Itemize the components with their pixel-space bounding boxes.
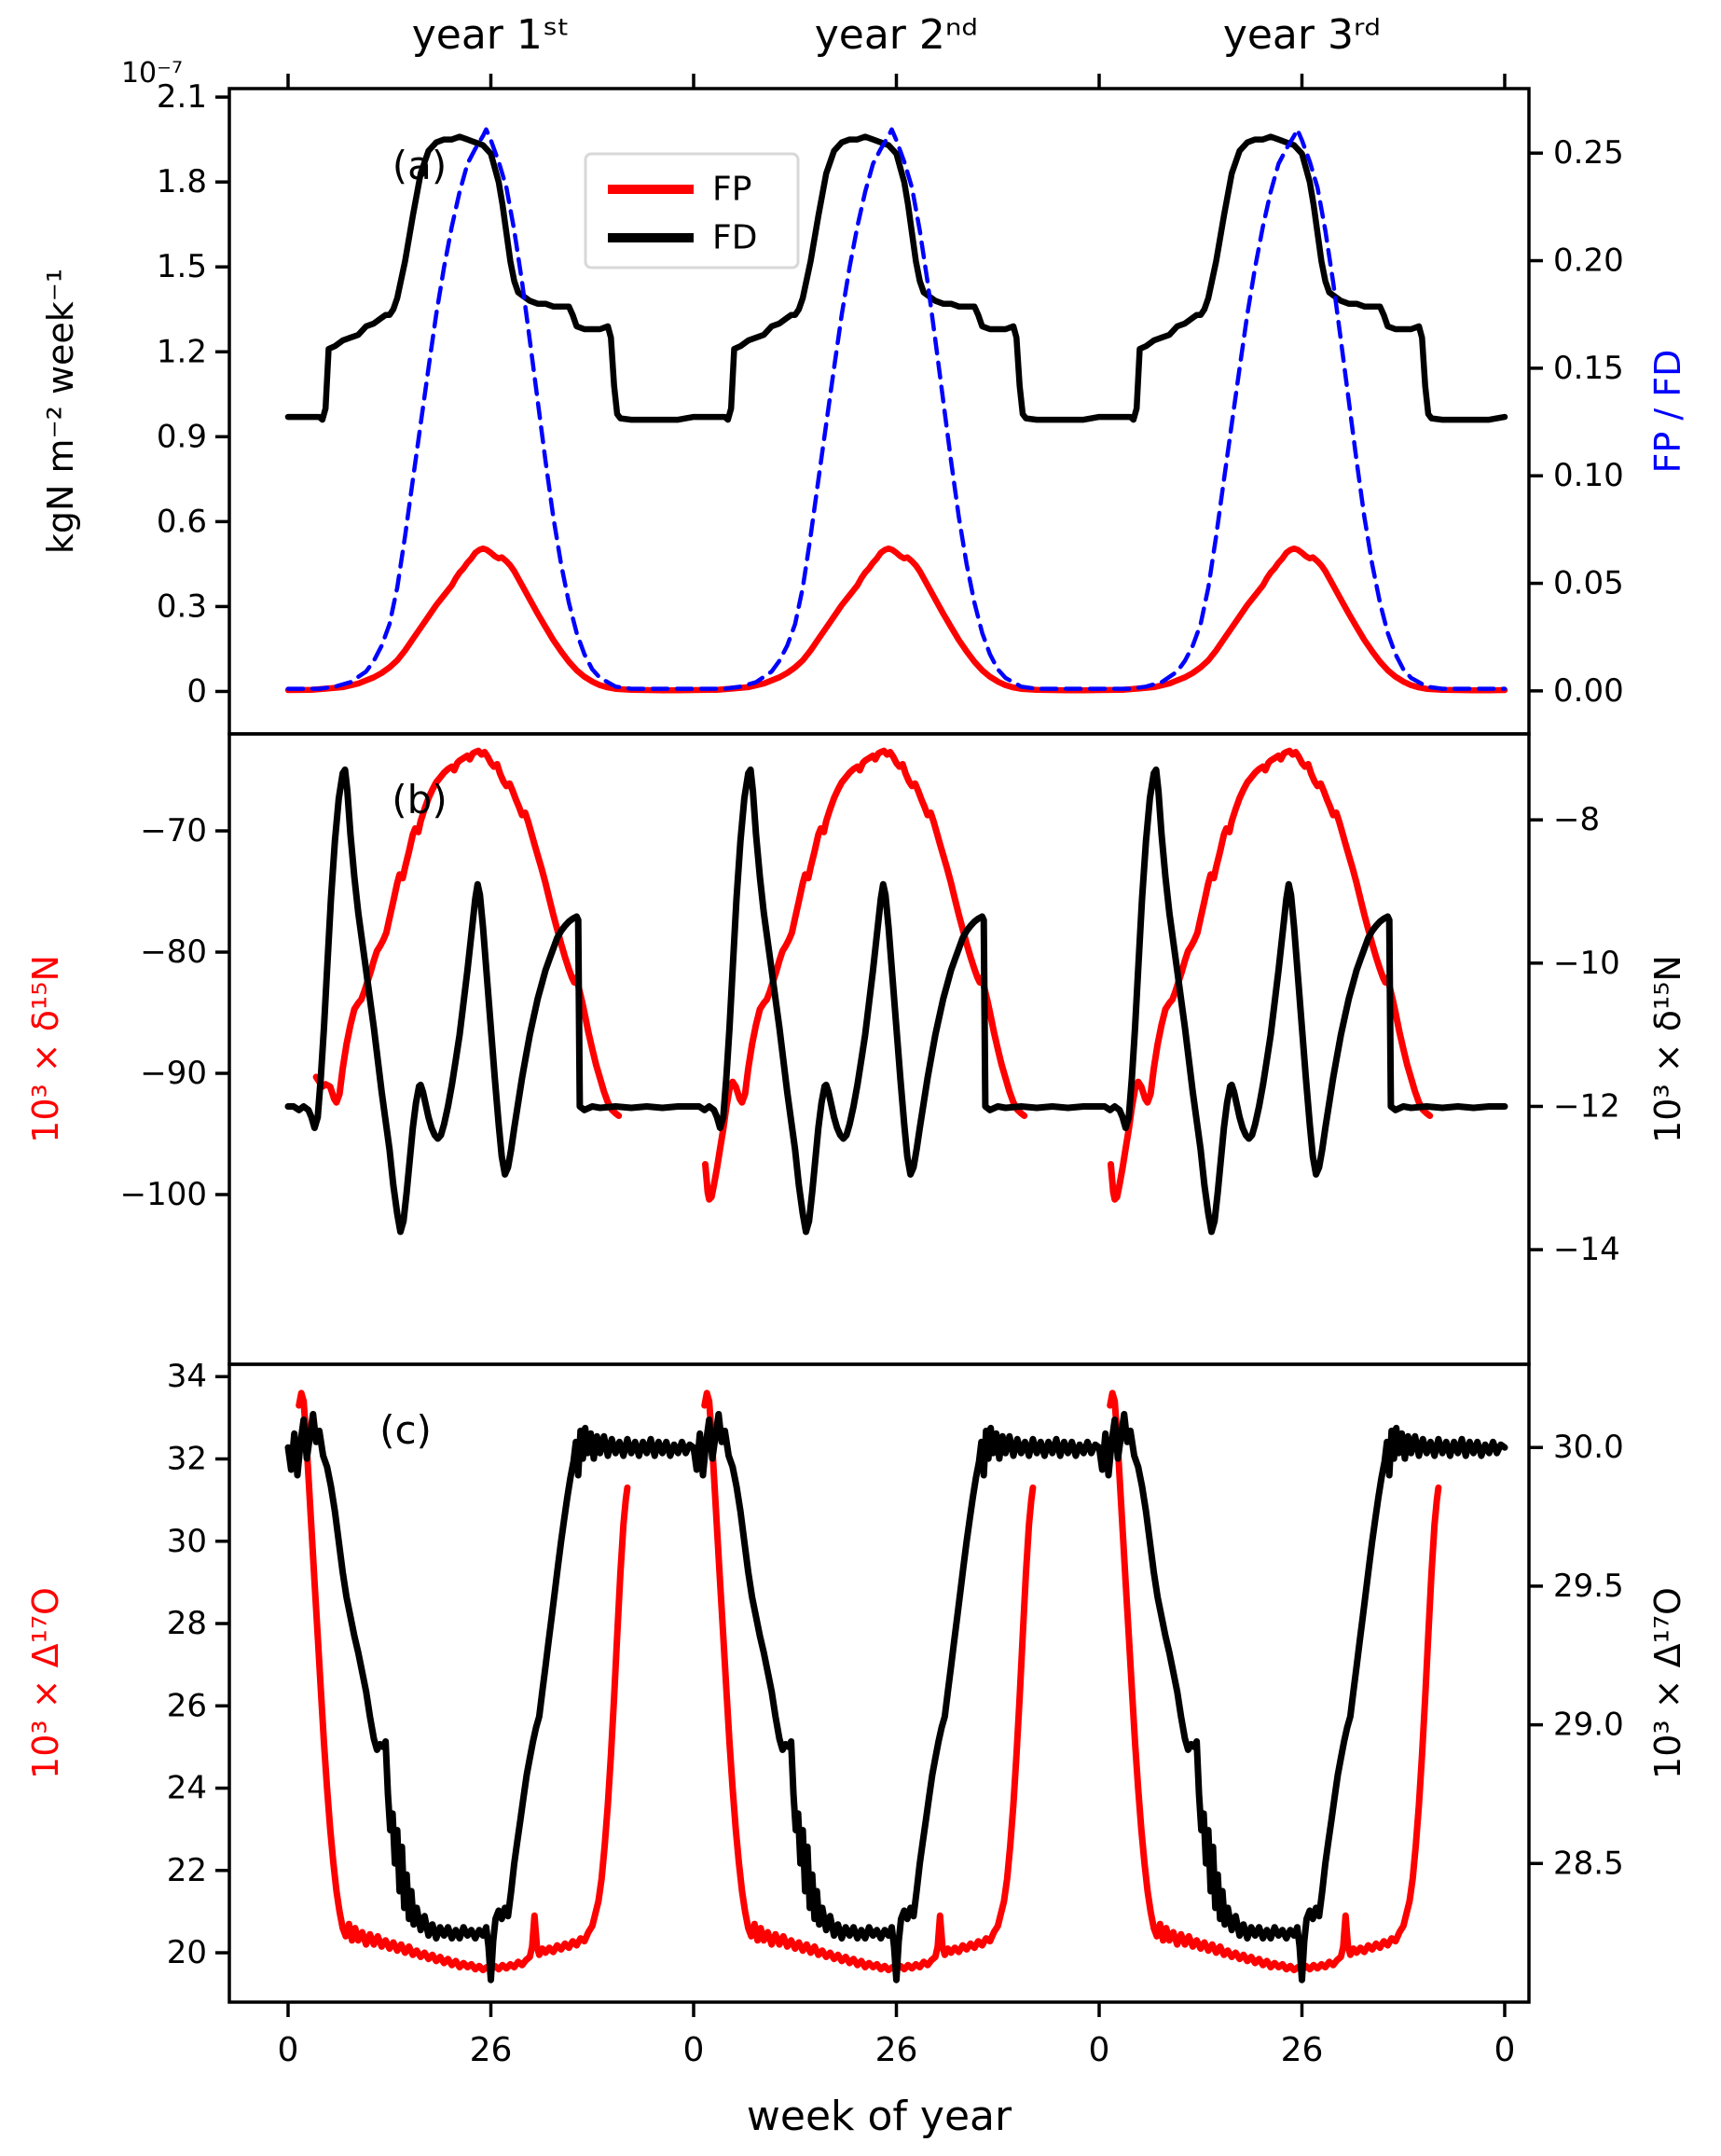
panel-c-right-tick-label: 29.0 [1553, 1707, 1624, 1744]
panel-b-right-tick-label: −8 [1553, 801, 1600, 838]
panel-c-left-tick-label: 20 [167, 1934, 207, 1971]
year-title-1: year 1ˢᵗ [412, 11, 571, 59]
panel-a-right-curve-fp-fd [285, 127, 1508, 691]
panel-b-right-tick-label: −14 [1553, 1231, 1620, 1268]
year-title-2: year 2ⁿᵈ [815, 11, 979, 59]
panel-c-right-tick-label: 29.5 [1553, 1568, 1624, 1605]
legend-label-fd: FD [712, 219, 757, 257]
panel-c-left-curve-delta17o-fp-year-1 [296, 1389, 631, 1974]
axis-offset-text: 10⁻⁷ [121, 57, 183, 90]
x-tick-label: 26 [470, 2031, 513, 2069]
legend-box [584, 152, 800, 270]
panel-a-right-tick-label: 0.05 [1553, 565, 1624, 602]
panel-a-right-tick-label: 0.10 [1553, 457, 1624, 494]
panel-a-right-ylabel: FP / FD [1647, 350, 1688, 474]
panel-a-right-tick-label: 0.25 [1553, 134, 1624, 172]
panel-a-left-tick-label: 2.1 [157, 78, 207, 116]
panel-b-left-curve-delta15n-fp-year-3 [1108, 747, 1434, 1203]
x-tick-label: 0 [1494, 2031, 1516, 2069]
panel-b-right-tick-label: −12 [1553, 1087, 1620, 1125]
panel-c-left-tick-label: 24 [167, 1770, 207, 1807]
x-tick-label: 26 [1281, 2031, 1324, 2069]
panel-c-left-ylabel: 10³ × Δ¹⁷O [25, 1587, 66, 1779]
panel-a-left-curve-fp [284, 545, 1508, 694]
panel-b-right-curve-delta15n-fd [284, 766, 1508, 1236]
x-tick-label: 0 [278, 2031, 299, 2069]
panel-a-left-tick-label: 0.3 [157, 587, 207, 625]
panel-a-left-tick-label: 0 [186, 672, 207, 710]
panel-c-right-tick-label: 30.0 [1553, 1429, 1624, 1466]
panel-a-left-tick-label: 0.6 [157, 503, 207, 540]
panel-c-left-tick-label: 28 [167, 1605, 207, 1642]
panel-c-right-ylabel: 10³ × Δ¹⁷O [1647, 1587, 1688, 1779]
panel-c-left-tick-label: 34 [167, 1358, 207, 1395]
x-tick-label: 26 [875, 2031, 918, 2069]
panel-b-left-ylabel: 10³ × δ¹⁵N [25, 955, 66, 1143]
panel-a-right-tick-label: 0.20 [1553, 242, 1624, 280]
panel-b-left-tick-label: −100 [120, 1176, 207, 1213]
panel-b-left-tick-label: −80 [140, 933, 207, 971]
panel-c-tag: (c) [379, 1407, 432, 1453]
panel-a-left-curve-fd [284, 133, 1508, 423]
panel-b-tag: (b) [392, 777, 447, 822]
panel-a-left-tick-label: 0.9 [157, 418, 207, 455]
panel-b-left-curve-delta15n-fp-year-2 [702, 747, 1028, 1203]
panel-a-left-tick-label: 1.8 [157, 163, 207, 200]
legend-label-fp: FP [712, 171, 751, 209]
year-title-3: year 3ʳᵈ [1223, 11, 1381, 59]
panel-a-left-ylabel: kgN m⁻² week⁻¹ [40, 269, 81, 554]
panel-a-left-tick-label: 1.2 [157, 333, 207, 370]
panel-a-left-tick-label: 1.5 [157, 248, 207, 285]
panel-c-right-curve-delta17o-fd [284, 1411, 1508, 1983]
panel-a-tag: (a) [392, 143, 447, 188]
x-axis-label: week of year [747, 2093, 1012, 2140]
panel-c-left-tick-label: 32 [167, 1440, 207, 1477]
panel-b-right-tick-label: −10 [1553, 945, 1620, 982]
panel-c-left-tick-label: 30 [167, 1523, 207, 1560]
panel-b-right-ylabel: 10³ × δ¹⁵N [1647, 955, 1688, 1143]
panel-c-left-tick-label: 22 [167, 1852, 207, 1889]
x-tick-label: 0 [1089, 2031, 1110, 2069]
x-tick-label: 0 [683, 2031, 705, 2069]
panel-b-left-tick-label: −70 [140, 812, 207, 850]
panel-c-left-curve-delta17o-fp-year-2 [701, 1389, 1037, 1974]
panel-a-right-tick-label: 0.15 [1553, 350, 1624, 387]
panel-c-left-tick-label: 26 [167, 1687, 207, 1724]
panel-c-left-curve-delta17o-fp-year-3 [1107, 1389, 1442, 1974]
panel-a-right-tick-label: 0.00 [1553, 672, 1624, 710]
panel-c-right-tick-label: 28.5 [1553, 1845, 1624, 1882]
panel-c-frame [227, 1362, 1531, 2004]
panel-b-left-tick-label: −90 [140, 1055, 207, 1092]
